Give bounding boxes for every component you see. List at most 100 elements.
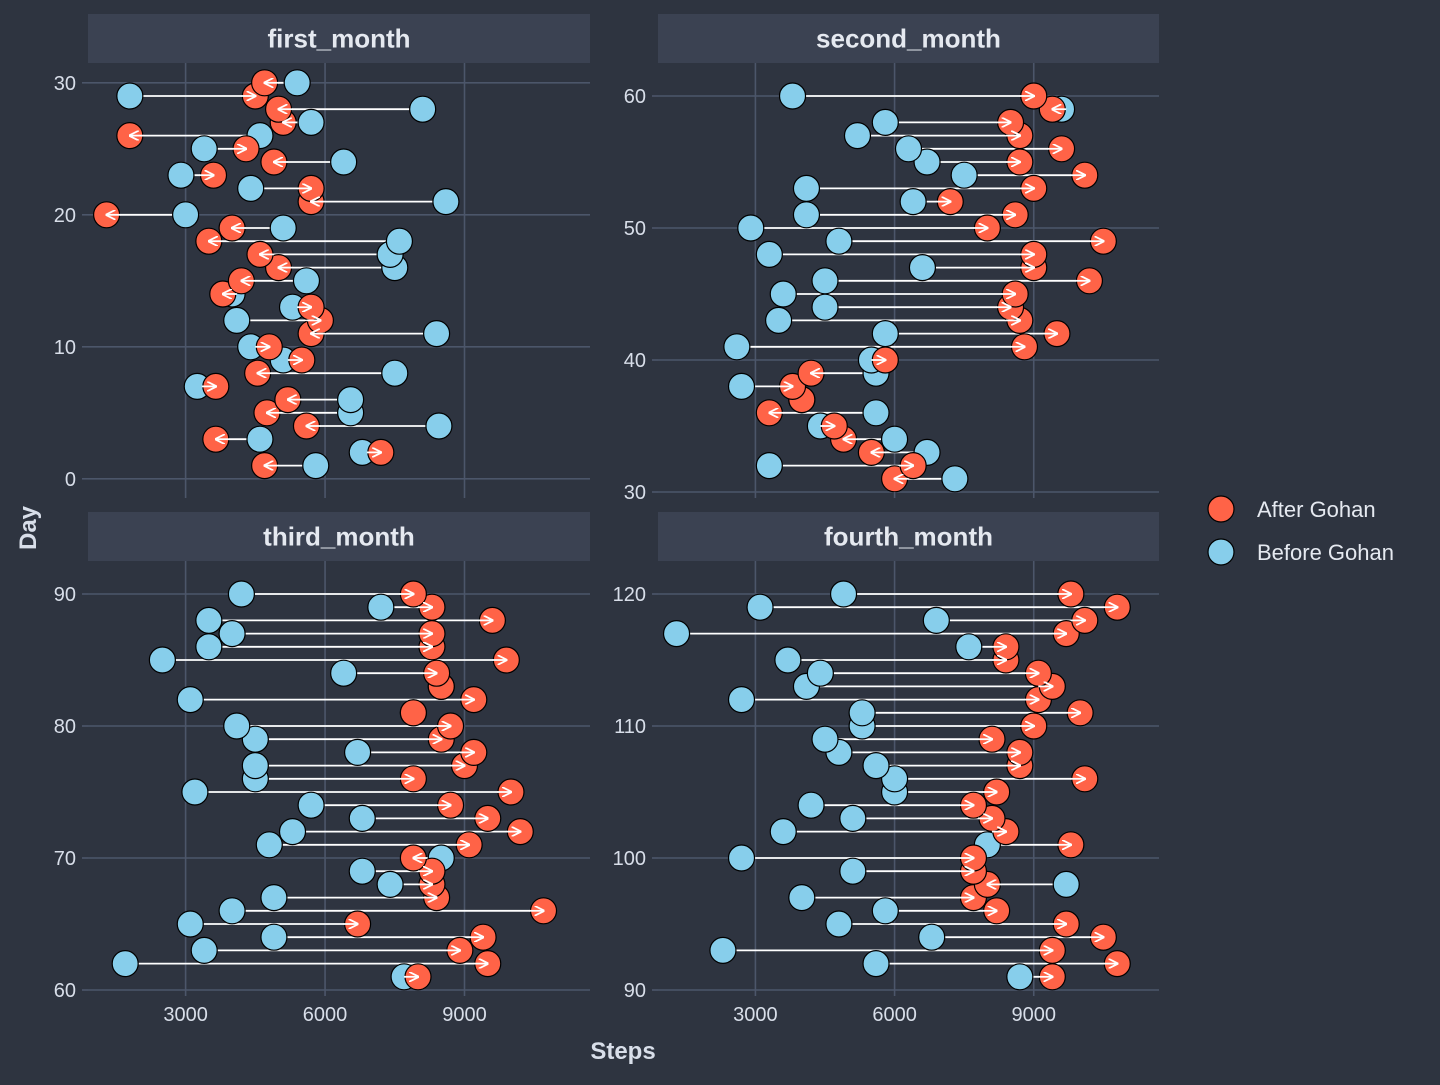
- before-point: [908, 254, 937, 282]
- before-point: [788, 883, 816, 912]
- panel-fourth_month: fourth_month 90 100 110 120 3000 6000 9000: [613, 512, 1159, 1026]
- before-point: [343, 738, 372, 767]
- before-point: [811, 725, 839, 753]
- before-point: [260, 883, 288, 912]
- y-tick-label: 110: [614, 716, 646, 738]
- before-point: [167, 161, 195, 189]
- before-point: [862, 399, 890, 427]
- before-point: [385, 227, 414, 255]
- before-point: [348, 857, 376, 885]
- before-point: [241, 725, 269, 753]
- before-point: [746, 593, 774, 621]
- x-tick-label: 9000: [1012, 1004, 1057, 1026]
- y-tick-label: 90: [624, 980, 646, 1002]
- before-point: [662, 619, 691, 648]
- before-point: [769, 817, 797, 846]
- before-point: [727, 372, 756, 400]
- before-point: [425, 412, 453, 440]
- before-point: [1006, 963, 1034, 991]
- before-point: [792, 201, 821, 229]
- after-point: [399, 699, 427, 727]
- before-point: [246, 425, 274, 453]
- before-point: [839, 857, 867, 885]
- before-point: [778, 82, 807, 110]
- panel-strip: [88, 14, 590, 63]
- y-axis-title: Day: [15, 505, 42, 550]
- x-tick-label: 9000: [442, 1004, 487, 1026]
- before-point: [792, 174, 821, 202]
- before-point: [423, 320, 451, 348]
- before-point: [181, 778, 209, 806]
- before-point: [297, 108, 325, 137]
- before-point: [367, 593, 395, 621]
- before-point: [283, 69, 311, 97]
- before-point: [176, 685, 204, 714]
- before-point: [348, 804, 376, 833]
- y-tick-label: 70: [54, 848, 76, 870]
- y-tick-label: 90: [54, 584, 76, 606]
- before-point: [195, 633, 223, 661]
- y-tick-label: 30: [624, 482, 646, 504]
- before-point: [894, 135, 923, 163]
- before-point: [918, 923, 946, 951]
- before-point: [148, 646, 176, 674]
- before-point: [381, 359, 409, 387]
- x-tick-label: 6000: [872, 1004, 917, 1026]
- before-point: [337, 386, 365, 414]
- before-point: [950, 161, 978, 189]
- before-point: [172, 201, 200, 229]
- before-point: [260, 923, 288, 951]
- before-point: [176, 910, 204, 938]
- before-point: [237, 174, 265, 202]
- before-point: [727, 844, 756, 872]
- before-point: [862, 751, 890, 780]
- before-point: [409, 95, 437, 123]
- before-point: [955, 633, 983, 661]
- legend: After Gohan Before Gohan: [1207, 495, 1394, 566]
- before-point: [330, 659, 358, 687]
- before-point: [709, 936, 737, 965]
- y-tick-label: 40: [624, 350, 646, 372]
- before-point: [223, 712, 251, 740]
- before-point: [774, 646, 802, 674]
- before-point: [880, 425, 909, 453]
- x-tick-label: 6000: [303, 1004, 348, 1026]
- before-point: [1052, 870, 1080, 899]
- before-point: [190, 135, 218, 163]
- y-tick-label: 0: [65, 469, 76, 491]
- before-point: [727, 685, 756, 714]
- before-point: [871, 108, 899, 137]
- before-point: [432, 188, 460, 216]
- y-tick-label: 80: [54, 716, 76, 738]
- before-point: [811, 267, 839, 295]
- before-point: [848, 699, 876, 727]
- before-point: [825, 227, 853, 255]
- x-axis-title: Steps: [590, 1038, 655, 1065]
- panel-strip: [658, 14, 1159, 63]
- before-point: [769, 280, 797, 308]
- before-point: [241, 751, 269, 780]
- before-point: [839, 804, 867, 833]
- panel-title: third_month: [263, 522, 415, 552]
- before-point: [880, 765, 909, 793]
- before-point: [218, 897, 246, 925]
- x-tick-label: 3000: [163, 1004, 208, 1026]
- before-point: [190, 936, 218, 965]
- before-point: [376, 870, 404, 899]
- before-point: [941, 465, 969, 493]
- before-point: [811, 293, 839, 321]
- before-point: [269, 214, 297, 242]
- before-point: [111, 949, 139, 978]
- panel-second_month: second_month 30 40 50 60: [624, 14, 1159, 504]
- y-tick-label: 100: [613, 848, 646, 870]
- panel-title: second_month: [816, 24, 1001, 54]
- before-point: [278, 817, 307, 846]
- panel-third_month: third_month 60 70 80 90 3000 6000 9000: [54, 512, 590, 1026]
- x-tick-label: 3000: [733, 1004, 778, 1026]
- before-point: [116, 82, 144, 110]
- before-point: [797, 791, 825, 819]
- y-tick-label: 20: [54, 205, 76, 227]
- legend-label: After Gohan: [1257, 497, 1376, 522]
- before-point: [302, 452, 330, 480]
